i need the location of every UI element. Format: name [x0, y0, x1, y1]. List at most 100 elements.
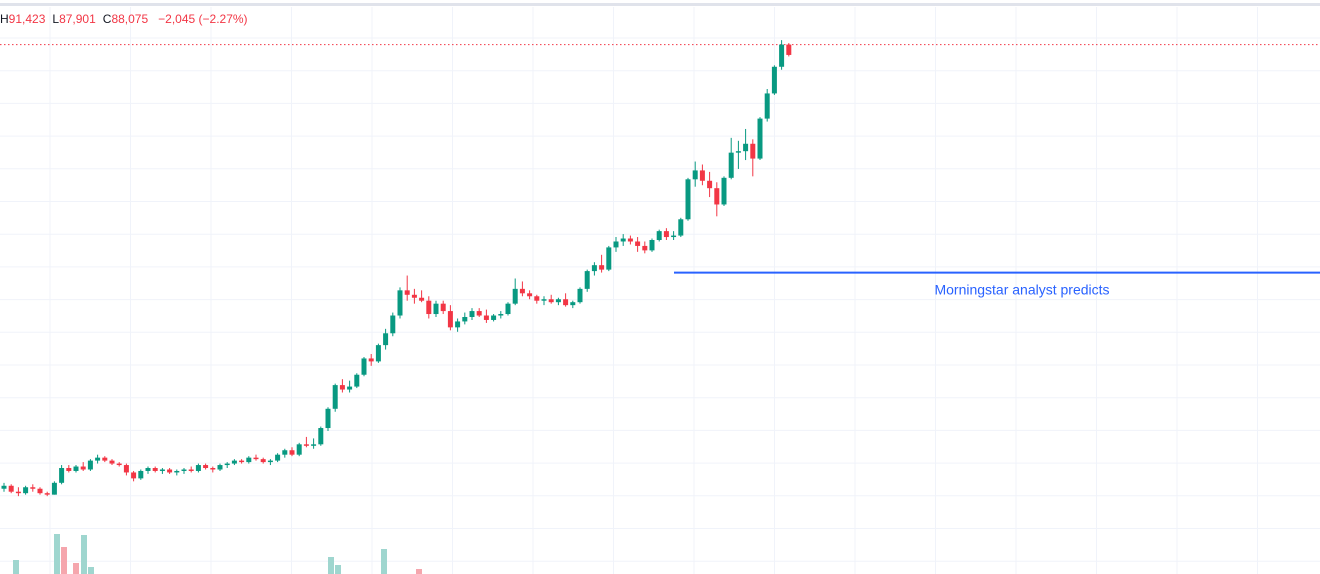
- candle: [267, 459, 273, 466]
- candle: [491, 314, 497, 322]
- candle: [433, 300, 439, 317]
- candle: [311, 438, 317, 449]
- legend-close-value: 88,075: [111, 12, 149, 26]
- candle-body: [671, 235, 677, 238]
- candle: [167, 468, 173, 474]
- candle: [37, 487, 43, 495]
- candle: [296, 442, 302, 457]
- candle: [750, 139, 756, 177]
- candle-body: [282, 450, 288, 455]
- candle-body: [505, 303, 511, 315]
- candle-body: [462, 316, 468, 322]
- candle: [318, 426, 324, 446]
- candle-body: [534, 296, 540, 301]
- candle-body: [51, 482, 57, 495]
- candle: [692, 161, 698, 187]
- candle-body: [203, 465, 209, 469]
- candle: [649, 238, 655, 252]
- candle: [613, 237, 619, 252]
- volume-bar: [81, 535, 87, 574]
- candle: [577, 287, 583, 304]
- candle: [707, 171, 713, 198]
- candle: [159, 468, 165, 474]
- candle-body: [15, 491, 21, 494]
- volume-bar: [54, 534, 60, 574]
- volume-bar: [416, 569, 422, 574]
- candle-body: [275, 454, 281, 461]
- candle: [476, 308, 482, 317]
- candle-body: [447, 311, 453, 328]
- candle: [591, 262, 597, 276]
- candle: [440, 300, 446, 315]
- candle: [469, 308, 475, 320]
- candle-body: [735, 151, 741, 153]
- candle-body: [95, 457, 101, 461]
- ohlc-legend: H91,423 L87,901 C88,075 −2,045 (−2.27%): [0, 12, 248, 26]
- candle: [656, 229, 662, 242]
- candle-body: [217, 465, 223, 470]
- candle: [1, 482, 7, 492]
- candle-body: [152, 468, 158, 471]
- prediction-label[interactable]: Morningstar analyst predicts: [934, 282, 1109, 298]
- legend-high-key: H: [0, 12, 9, 26]
- legend-change-value: −2,045 (−2.27%): [158, 12, 248, 26]
- candle-body: [707, 180, 713, 189]
- candle: [325, 407, 331, 431]
- candle: [347, 380, 353, 393]
- candle-body: [656, 231, 662, 241]
- candle: [383, 328, 389, 350]
- candle: [548, 294, 554, 304]
- candle-body: [440, 303, 446, 312]
- candle-body: [303, 444, 309, 446]
- candle-body: [368, 358, 374, 362]
- candle-body: [678, 219, 684, 236]
- candle: [411, 288, 417, 304]
- candle: [512, 278, 518, 306]
- candle-body: [1, 485, 7, 489]
- candle: [195, 463, 201, 473]
- legend-high-value: 91,423: [8, 12, 46, 26]
- candle: [462, 312, 468, 325]
- candle: [95, 454, 101, 464]
- candle: [563, 293, 569, 307]
- candle: [599, 254, 605, 273]
- candle: [663, 228, 669, 241]
- candle-body: [476, 311, 482, 316]
- candle-body: [692, 170, 698, 180]
- candle: [555, 297, 561, 306]
- candle-body: [246, 457, 252, 463]
- candle-body: [188, 469, 194, 471]
- candle: [527, 290, 533, 300]
- candle: [397, 287, 403, 319]
- candle: [246, 456, 252, 464]
- candle: [44, 491, 50, 497]
- candle: [771, 65, 777, 95]
- candle: [339, 379, 345, 393]
- candle-body: [289, 450, 295, 455]
- candle: [779, 40, 785, 70]
- candle-body: [318, 428, 324, 445]
- candle: [253, 454, 259, 461]
- candle-body: [383, 333, 389, 346]
- candle-body: [375, 345, 381, 362]
- candle-body: [390, 315, 396, 334]
- candle-body: [296, 444, 302, 455]
- candle-body: [721, 177, 727, 205]
- candle-body: [771, 66, 777, 94]
- candle: [483, 309, 489, 323]
- candle-body: [728, 152, 734, 178]
- candle: [123, 463, 129, 476]
- candle-body: [59, 468, 65, 483]
- candle: [73, 465, 79, 473]
- candle: [699, 164, 705, 186]
- candle: [131, 470, 137, 482]
- candle-body: [167, 469, 173, 473]
- candle-body: [527, 293, 533, 297]
- candle: [59, 465, 65, 485]
- candle-body: [44, 493, 50, 495]
- candle: [404, 275, 410, 301]
- candle-body: [663, 231, 669, 238]
- candle: [678, 217, 684, 238]
